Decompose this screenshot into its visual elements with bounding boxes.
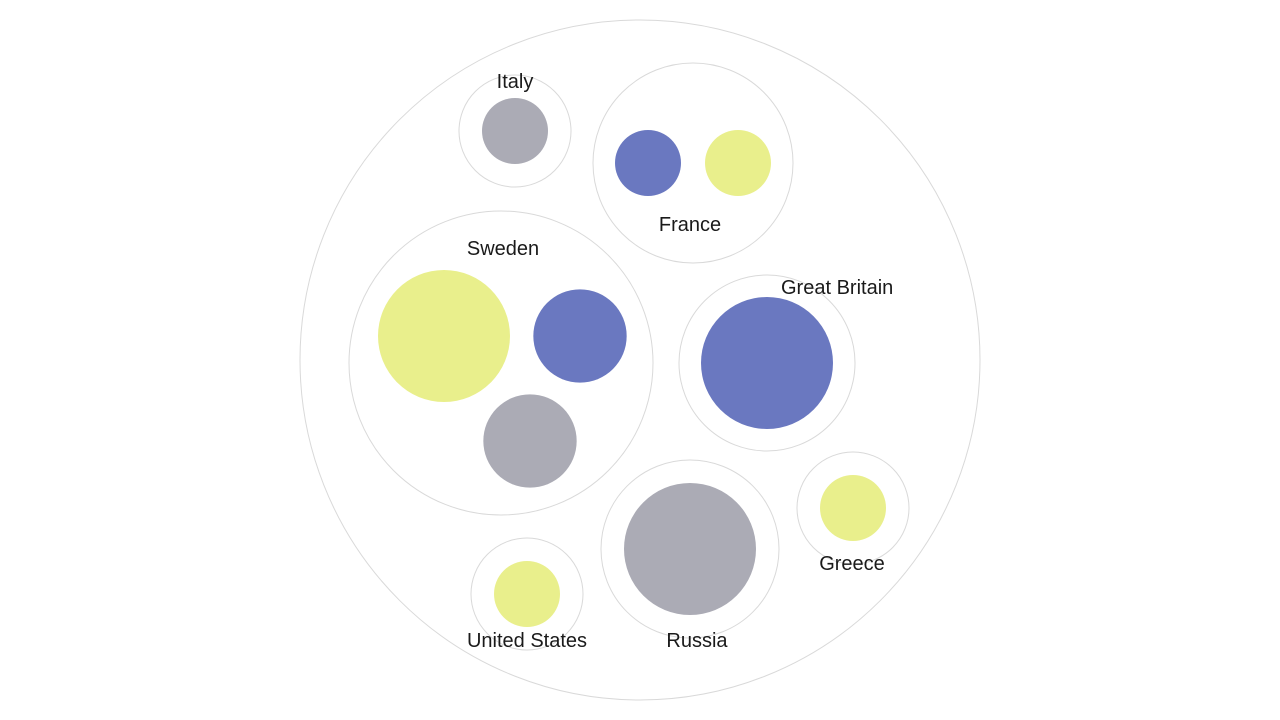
bubble-italy-gray <box>482 98 548 164</box>
bubble-sweden-gray <box>483 394 577 488</box>
group-sweden: Sweden <box>348 210 654 516</box>
group-greece: Greece <box>796 451 910 575</box>
group-ring-france <box>592 62 794 264</box>
bubble-france-blue <box>615 130 681 196</box>
bubble-great-britain-blue <box>701 297 833 429</box>
bubble-france-yellow <box>705 130 771 196</box>
label-great-britain: Great Britain <box>781 277 893 299</box>
label-united-states: United States <box>467 630 587 652</box>
group-france: France <box>592 62 794 264</box>
label-sweden: Sweden <box>467 238 539 260</box>
bubble-russia-gray <box>624 483 756 615</box>
group-united-states: United States <box>467 537 587 652</box>
bubble-united-states-yellow <box>494 561 560 627</box>
bubble-greece-yellow <box>820 475 886 541</box>
label-france: France <box>659 214 721 236</box>
group-italy: Italy <box>458 71 572 188</box>
label-italy: Italy <box>497 71 534 93</box>
bubble-sweden-blue <box>533 289 627 383</box>
label-russia: Russia <box>666 630 728 652</box>
group-russia: Russia <box>600 459 780 652</box>
label-greece: Greece <box>819 553 885 575</box>
bubble-sweden-yellow <box>378 270 510 402</box>
groups-layer: Italy France Sweden Great Britain Greece Unit… <box>348 62 910 652</box>
group-great-britain: Great Britain <box>678 274 893 452</box>
